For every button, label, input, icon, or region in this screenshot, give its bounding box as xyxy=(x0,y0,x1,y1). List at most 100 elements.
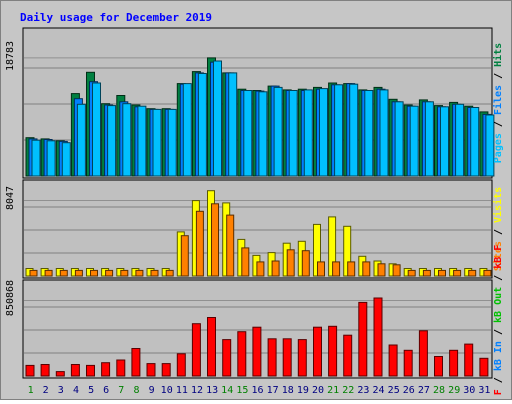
x-tick-label: 18 xyxy=(282,385,294,396)
x-tick-label: 22 xyxy=(342,385,354,396)
bar-sites xyxy=(332,261,341,277)
legend-part: / xyxy=(493,115,504,133)
bar-pages xyxy=(349,83,359,177)
bar-pages xyxy=(213,60,222,177)
bar-pages xyxy=(273,86,283,177)
bar-pages xyxy=(319,88,328,177)
panel-max-label: 850868 xyxy=(5,280,16,316)
x-tick-label: 3 xyxy=(58,385,64,396)
bar-sites xyxy=(29,269,38,277)
bar-pages xyxy=(424,101,434,177)
bar-sites xyxy=(362,261,371,277)
bar-sites xyxy=(317,261,325,277)
bar-sites xyxy=(226,214,235,277)
bar-sites xyxy=(286,249,295,277)
bar-kb-f xyxy=(146,363,156,377)
legend-part: kB F xyxy=(493,245,504,269)
bar-pages xyxy=(137,105,147,177)
panel-max-label: 18783 xyxy=(5,41,16,71)
x-tick-label: 2 xyxy=(43,385,49,396)
bar-kb-f xyxy=(267,338,277,377)
bar-sites xyxy=(438,269,446,277)
legend-part: Pages xyxy=(493,133,504,163)
bar-sites xyxy=(165,269,174,277)
bar-kb-f xyxy=(222,339,232,377)
bar-sites xyxy=(211,203,219,277)
legend-part: kB In xyxy=(493,341,504,371)
bar-sites xyxy=(241,247,250,277)
x-tick-label: 19 xyxy=(297,385,309,396)
x-tick-label: 1 xyxy=(28,385,34,396)
x-tick-label: 8 xyxy=(133,385,139,396)
bar-pages xyxy=(61,142,71,177)
bar-kb-f xyxy=(86,364,95,377)
bar-kb-f xyxy=(464,343,474,377)
bar-sites xyxy=(377,263,386,277)
chart-title: Daily usage for December 2019 xyxy=(20,11,212,24)
bar-sites xyxy=(195,210,204,277)
x-tick-label: 23 xyxy=(357,385,369,396)
bar-kb-f xyxy=(207,317,216,377)
bar-pages xyxy=(182,83,192,177)
bar-pages xyxy=(46,140,56,177)
bar-kb-f xyxy=(25,364,35,377)
x-tick-label: 28 xyxy=(433,385,445,396)
bar-kb-f xyxy=(176,353,186,377)
bar-kb-f xyxy=(252,326,262,377)
bar-sites xyxy=(422,269,431,277)
x-tick-label: 29 xyxy=(448,385,460,396)
bar-kb-f xyxy=(116,359,126,377)
bar-pages xyxy=(31,139,41,177)
bar-sites xyxy=(120,269,129,277)
bar-sites xyxy=(271,260,280,277)
bar-kb-f xyxy=(101,362,111,377)
legend-part: Files xyxy=(492,85,504,115)
panel-legend-visits_sites: Sites / Visits xyxy=(492,187,504,271)
bar-pages xyxy=(334,84,344,177)
x-tick-label: 14 xyxy=(221,385,233,396)
bar-pages xyxy=(197,73,207,177)
panel-legend-kbytes: kB F / kB In / kB Out / kB F xyxy=(493,245,504,399)
bar-sites xyxy=(150,269,159,277)
legend-part: kB Out xyxy=(493,287,504,323)
bar-kb-f xyxy=(449,349,459,377)
legend-part: kB F xyxy=(493,389,504,399)
bar-kb-f xyxy=(191,323,201,377)
legend-part: Hits xyxy=(492,43,504,67)
bar-kb-f xyxy=(434,356,443,377)
x-tick-label: 12 xyxy=(191,385,203,396)
bar-sites xyxy=(90,269,98,277)
x-tick-label: 5 xyxy=(88,385,94,396)
x-tick-label: 24 xyxy=(372,385,384,396)
bar-sites xyxy=(105,269,114,277)
bar-kb-f xyxy=(373,297,383,377)
x-tick-label: 31 xyxy=(478,385,490,396)
x-tick-label: 6 xyxy=(103,385,109,396)
bar-pages xyxy=(92,82,101,177)
bar-pages xyxy=(107,105,117,177)
bar-kb-f xyxy=(479,357,489,377)
bar-sites xyxy=(180,235,189,277)
bar-kb-f xyxy=(131,348,141,377)
legend-part: / xyxy=(493,269,504,287)
bar-pages xyxy=(228,72,238,177)
bar-pages xyxy=(122,103,132,177)
x-tick-label: 4 xyxy=(73,385,79,396)
x-tick-label: 15 xyxy=(236,385,248,396)
bar-sites xyxy=(483,269,492,277)
bar-pages xyxy=(76,103,86,177)
bar-kb-f xyxy=(282,338,292,377)
bar-pages xyxy=(243,90,253,177)
bar-sites xyxy=(468,269,477,277)
x-tick-label: 11 xyxy=(176,385,188,396)
bar-sites xyxy=(407,269,416,277)
bar-pages xyxy=(152,108,162,177)
x-tick-label: 30 xyxy=(463,385,475,396)
bar-pages xyxy=(485,114,495,177)
x-tick-label: 10 xyxy=(161,385,173,396)
bar-pages xyxy=(379,89,389,177)
bar-kb-f xyxy=(328,325,338,377)
bar-sites xyxy=(44,269,53,277)
x-tick-label: 21 xyxy=(327,385,339,396)
